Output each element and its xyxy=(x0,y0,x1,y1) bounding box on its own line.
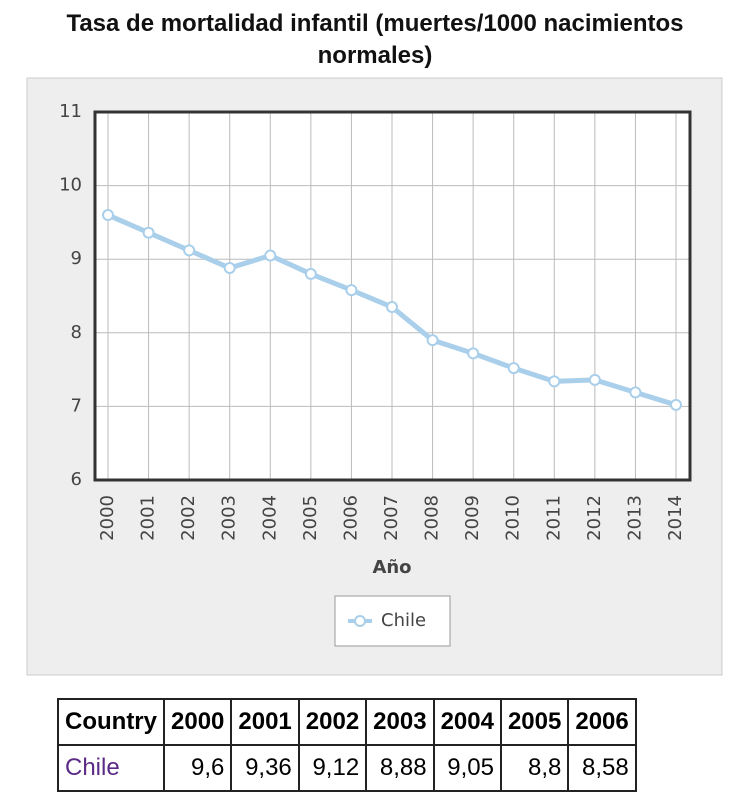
marker xyxy=(588,373,601,386)
marker xyxy=(142,226,155,239)
x-tick-label: 2000 xyxy=(97,495,118,541)
table-cell: 8,88 xyxy=(365,744,435,792)
x-tick-label: 2010 xyxy=(503,495,524,541)
marker xyxy=(507,362,520,375)
x-tick-label: 2001 xyxy=(138,495,159,541)
plot-border xyxy=(93,110,692,482)
x-tick-label: 2013 xyxy=(624,495,645,541)
marker xyxy=(629,386,642,399)
x-tick-label: 2003 xyxy=(219,495,240,541)
chart: Año 6 7 8 9 10 11 2000 2001 2002 2003 2004 2005 2006… xyxy=(26,77,723,676)
table-row: Chile 9,6 9,36 9,12 8,88 9,05 8,8 8,58 xyxy=(57,744,637,792)
table-cell: 8,58 xyxy=(567,744,637,792)
y-tick-label: 9 xyxy=(71,248,82,269)
table-cell: 9,12 xyxy=(297,744,368,792)
table-cell: 9,05 xyxy=(432,744,502,792)
marker xyxy=(467,347,480,360)
data-table: Country 2000 2001 2002 2003 2004 2005 2006 Chile… xyxy=(57,698,637,792)
marker xyxy=(386,301,398,314)
table-header: 2002 xyxy=(297,698,368,746)
x-tick-label: 2007 xyxy=(381,495,402,541)
x-tick-label: 2002 xyxy=(178,495,199,541)
x-tick-label: 2006 xyxy=(340,495,361,541)
x-tick-label: 2011 xyxy=(543,495,564,541)
marker xyxy=(426,334,439,347)
table-header: 2005 xyxy=(499,698,570,746)
y-tick-label: 7 xyxy=(71,395,82,416)
x-tick-label: 2004 xyxy=(259,495,280,541)
legend-marker xyxy=(354,615,366,627)
x-tick-label: 2014 xyxy=(665,495,686,541)
x-tick-label: 2009 xyxy=(462,495,483,541)
y-tick-label: 10 xyxy=(59,175,82,196)
marker xyxy=(345,284,358,297)
x-tick-label: 2005 xyxy=(300,495,321,541)
marker xyxy=(670,398,682,411)
marker xyxy=(548,375,561,388)
table-cell: Chile xyxy=(57,744,165,792)
x-tick-label: 2012 xyxy=(584,495,605,541)
table-header: 2001 xyxy=(230,698,300,746)
table-header: Country xyxy=(57,698,165,746)
y-tick-label: 6 xyxy=(71,469,82,490)
x-axis-title: Año xyxy=(372,557,411,578)
table-header: 2006 xyxy=(567,698,637,746)
table-header: 2000 xyxy=(162,698,233,746)
chart-title: Tasa de mortalidad infantil (muertes/100… xyxy=(66,10,684,69)
y-tick-label: 8 xyxy=(71,322,82,343)
marker xyxy=(102,209,114,222)
table-cell: 9,36 xyxy=(230,744,300,792)
marker xyxy=(223,262,236,275)
marker xyxy=(183,244,196,257)
x-tick-label: 2008 xyxy=(422,495,443,541)
marker xyxy=(264,249,277,262)
table-cell: 9,6 xyxy=(162,744,233,792)
table-cell: 8,8 xyxy=(499,744,570,792)
legend-label: Chile xyxy=(381,610,426,631)
table-header: 2003 xyxy=(365,698,435,746)
marker xyxy=(304,267,317,280)
y-tick-label: 11 xyxy=(59,101,82,122)
table-header: 2004 xyxy=(432,698,502,746)
